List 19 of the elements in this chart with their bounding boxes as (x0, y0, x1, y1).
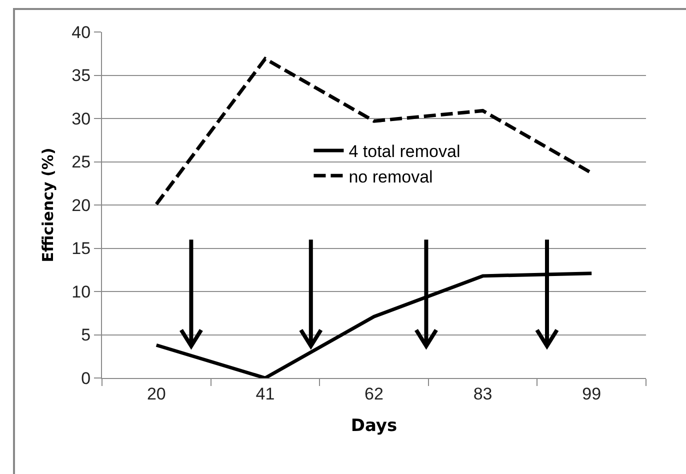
x-tick-label: 83 (473, 384, 492, 404)
x-tick-label: 62 (364, 384, 384, 404)
legend-label: 4 total removal (348, 142, 460, 162)
x-axis-title: Days (350, 416, 398, 436)
line-series (154, 272, 594, 378)
x-tick-label: 41 (256, 384, 275, 404)
y-tick-label: 30 (72, 109, 91, 128)
y-tick-label: 15 (72, 239, 91, 258)
y-tick-label: 10 (72, 282, 91, 302)
x-tick-label: 99 (582, 384, 602, 404)
x-tick-label: 20 (146, 384, 166, 404)
y-tick-label: 40 (72, 22, 91, 42)
y-tick-label: 0 (81, 368, 91, 388)
y-tick-label: 35 (72, 66, 91, 86)
y-tick-label: 25 (72, 152, 91, 172)
legend-label: no removal (348, 167, 433, 186)
y-tick-label: 5 (81, 326, 91, 345)
y-axis-title: Efficiency (%) (38, 148, 57, 262)
y-tick-label: 20 (72, 196, 91, 215)
